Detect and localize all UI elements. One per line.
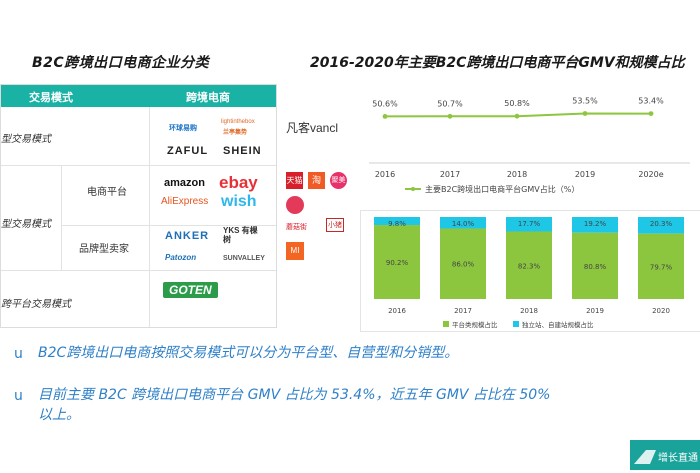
table-header: 交易模式 跨境电商 <box>1 85 276 107</box>
logo-anker: ANKER <box>165 230 210 242</box>
legend-swatch <box>443 321 449 327</box>
sub-brand-label: 品牌型卖家 <box>79 244 129 255</box>
bar-segment-independent <box>638 217 684 234</box>
bar-segment-independent <box>572 217 618 233</box>
bar-segment-platform <box>638 233 684 299</box>
bullet-marker: u <box>14 388 23 404</box>
x-tick-label: 2016 <box>375 170 395 179</box>
bullet-marker: u <box>14 346 23 362</box>
row-divider <box>1 270 276 271</box>
bar-segment-platform <box>440 228 486 299</box>
right-title: 2016-2020年主要B2C跨境出口电商平台GMV和规模占比 <box>310 55 685 71</box>
logo-taobao: 淘 <box>308 172 325 189</box>
logo-vancl: 凡客vancl <box>286 121 339 135</box>
legend-label: 平台类规模占比 <box>452 320 498 329</box>
share-bar-chart: 9.8% 90.2% 2016 14.0% 86.0% 2017 17.7% 82.3% 201… <box>374 217 684 329</box>
train-icon <box>630 440 700 470</box>
gmv-point <box>514 113 520 119</box>
logo-amazon: amazon <box>164 177 205 189</box>
bar-segment-platform <box>374 225 420 299</box>
legend-label: 独立站、自建站规模占比 <box>522 320 594 329</box>
bar-segment-independent <box>440 217 486 229</box>
logo-xiaozhu: 小猪 <box>326 218 344 232</box>
logo-shein: SHEIN <box>223 145 262 157</box>
x-tick-label: 2020e <box>638 170 663 179</box>
logo-goten: GOTEN <box>163 282 218 298</box>
x-tick-label: 2019 <box>575 170 595 179</box>
bar-data-label: 79.7% <box>650 263 673 271</box>
row-divider <box>61 225 276 226</box>
gmv-data-label: 53.4% <box>638 97 664 106</box>
x-tick-label: 2017 <box>454 307 472 315</box>
bullet-text-2-cont: 以上。 <box>38 407 80 423</box>
col-divider <box>61 165 62 270</box>
heart-icon <box>286 196 304 214</box>
bullet-text-2: 目前主要 B2C 跨境出口电商平台 GMV 占比为 53.4%，近五年 GMV … <box>38 387 551 403</box>
logo-mi: MI <box>286 242 304 260</box>
logo-sunvalley: SUNVALLEY <box>223 255 265 262</box>
gmv-point <box>382 114 388 119</box>
gmv-point <box>447 113 453 119</box>
header-mode: 交易模式 <box>29 91 73 104</box>
legend-swatch <box>513 321 519 327</box>
gmv-point <box>648 111 654 116</box>
logo-youkeshu: YKS 有棵树 <box>223 226 258 244</box>
bar-segment-platform <box>572 232 618 299</box>
brand-text: 增长直通 <box>658 453 698 464</box>
bar-data-label: 20.3% <box>650 220 673 228</box>
legend-marker <box>411 187 415 191</box>
gmv-point <box>582 111 588 116</box>
bar-data-label: 82.3% <box>518 262 541 270</box>
logo-huanqiu: 环球易购 <box>169 125 197 132</box>
x-tick-label: 2018 <box>520 307 538 315</box>
x-tick-label: 2016 <box>388 307 406 315</box>
logo-tmall: 天猫 <box>286 172 303 189</box>
header-platform: 跨境电商 <box>186 91 230 104</box>
gmv-data-label: 50.6% <box>372 99 398 108</box>
logo-patozon: Patozon <box>165 253 197 262</box>
bar-data-label: 86.0% <box>452 261 475 269</box>
row-divider <box>1 165 276 166</box>
x-tick-label: 2019 <box>586 307 604 315</box>
col-divider <box>149 107 150 327</box>
logo-lightinthebox: lightinthebox <box>221 119 255 125</box>
left-title: B2C跨境出口电商企业分类 <box>32 55 210 71</box>
legend-label: 主要B2C跨境出口电商平台GMV占比（%） <box>425 184 579 194</box>
bar-segment-platform <box>506 231 552 299</box>
share-bar-chart-frame: 9.8% 90.2% 2016 14.0% 86.0% 2017 17.7% 82.3% 201… <box>360 210 700 332</box>
row-self-label: 型交易模式 <box>1 134 51 145</box>
bar-segment-independent <box>506 217 552 232</box>
bar-data-label: 90.2% <box>386 259 409 267</box>
row-platform-label: 型交易模式 <box>1 219 51 230</box>
bar-segment-independent <box>374 217 420 226</box>
x-tick-label: 2018 <box>507 170 527 179</box>
logo-ebay: ebay <box>219 173 258 192</box>
logo-aliexpress: AliExpress <box>161 196 209 207</box>
bar-data-label: 17.7% <box>518 220 541 228</box>
gmv-line-chart: 50.6% 2016 50.7% 2017 50.8% 2018 53.5% 2019 53.4… <box>369 97 690 194</box>
logo-zaful: ZAFUL <box>167 145 209 157</box>
bar-data-label: 14.0% <box>452 220 475 228</box>
row-mixed-label: 跨平台交易模式 <box>1 299 71 310</box>
gmv-data-label: 50.7% <box>437 99 463 108</box>
logo-jumei: 聚美 <box>330 172 347 189</box>
brand-corner: 增长直通 <box>630 440 700 470</box>
x-tick-label: 2020 <box>652 307 670 315</box>
bullet-text-1: B2C跨境出口电商按照交易模式可以分为平台型、自营型和分销型。 <box>38 345 459 361</box>
x-tick-label: 2017 <box>440 170 460 179</box>
classification-table: 交易模式 跨境电商 型交易模式 型交易模式 电商平台 品牌型卖家 跨平台交易模式… <box>0 84 277 328</box>
bar-data-label: 19.2% <box>584 220 607 228</box>
logo-lanting: 兰亭集势 <box>223 130 248 136</box>
logo-mogu: 蘑菇街 <box>286 224 307 231</box>
logo-wish: wish <box>221 193 257 210</box>
gmv-data-label: 50.8% <box>504 99 530 108</box>
sub-platform-label: 电商平台 <box>87 187 127 198</box>
bar-data-label: 80.8% <box>584 263 607 271</box>
gmv-data-label: 53.5% <box>572 97 598 106</box>
bar-data-label: 9.8% <box>388 220 406 228</box>
